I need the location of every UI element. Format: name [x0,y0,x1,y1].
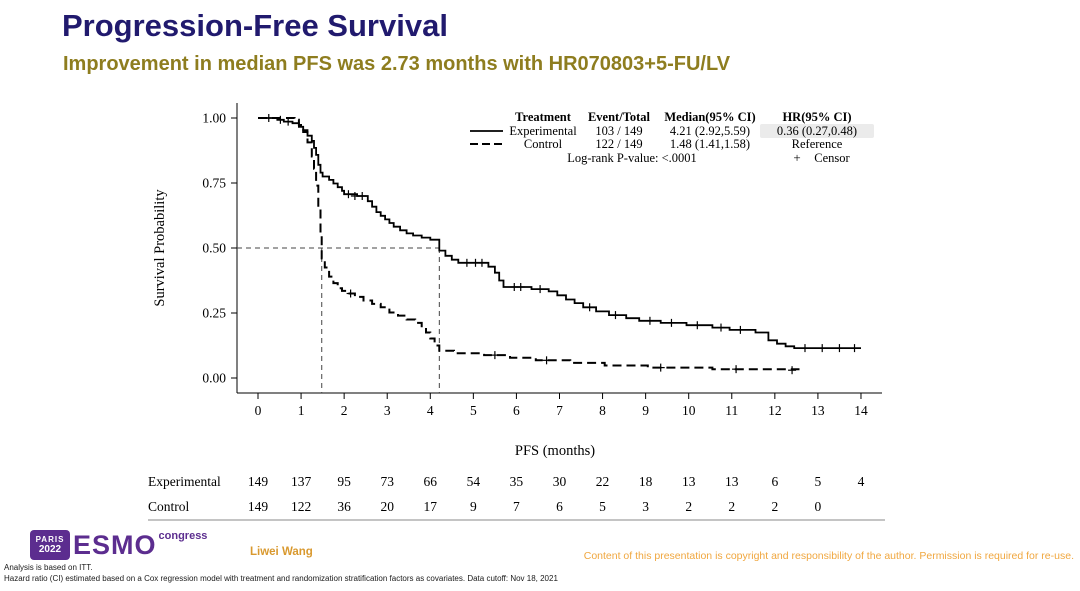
svg-text:73: 73 [380,474,394,489]
svg-text:Reference: Reference [792,137,843,151]
svg-text:13: 13 [725,474,739,489]
svg-text:0: 0 [815,499,822,514]
number-at-risk-table: Experimental 149 137 95 73 66 54 35 30 22 18 13 13 6 5… [148,474,885,521]
km-curves [258,114,861,375]
svg-text:66: 66 [424,474,438,489]
svg-text:6: 6 [513,403,520,418]
esmo-congress-logo: PARIS 2022 ESMO congress [30,530,207,560]
svg-text:9: 9 [470,499,477,514]
svg-text:0.50: 0.50 [202,241,226,256]
svg-text:Control: Control [524,137,563,151]
svg-text:14: 14 [854,403,868,418]
km-curve-control [258,117,800,371]
author-name: Liwei Wang [250,546,313,558]
svg-text:95: 95 [337,474,351,489]
svg-text:1.00: 1.00 [202,111,226,126]
svg-text:0.00: 0.00 [202,371,226,386]
svg-text:149: 149 [248,499,269,514]
svg-text:HR(95% CI): HR(95% CI) [782,110,851,124]
svg-text:4: 4 [427,403,434,418]
svg-text:4: 4 [858,474,865,489]
svg-text:5: 5 [599,499,606,514]
svg-text:0.75: 0.75 [202,176,226,191]
median-reference-lines [237,247,440,393]
svg-text:0.36 (0.27,0.48): 0.36 (0.27,0.48) [777,124,857,138]
svg-text:Event/Total: Event/Total [588,110,651,124]
svg-text:54: 54 [467,474,481,489]
svg-text:137: 137 [291,474,312,489]
svg-text:8: 8 [599,403,606,418]
slide-subtitle: Improvement in median PFS was 2.73 month… [63,53,731,75]
svg-text:2: 2 [341,403,348,418]
svg-text:18: 18 [639,474,653,489]
copyright-text: Content of this presentation is copyrigh… [583,550,1074,562]
svg-text:6: 6 [556,499,563,514]
paris-2022-badge: PARIS 2022 [30,530,70,560]
axes: 0.000.250.500.751.000 1 2 3 4 5 6 7 8 9 10 11 12 13 14… [152,103,882,459]
km-survival-chart: 0.000.250.500.751.000 1 2 3 4 5 6 7 8 9 10 11 12 13 14… [148,103,885,521]
svg-text:1.48 (1.41,1.58): 1.48 (1.41,1.58) [670,137,750,151]
svg-text:30: 30 [553,474,567,489]
svg-text:Log-rank P-value: <.0001: Log-rank P-value: <.0001 [567,151,697,165]
svg-text:0: 0 [255,403,262,418]
svg-text:13: 13 [811,403,825,418]
svg-text:3: 3 [642,499,649,514]
svg-text:17: 17 [424,499,438,514]
svg-text:149: 149 [248,474,269,489]
svg-text:5: 5 [815,474,822,489]
svg-text:5: 5 [470,403,477,418]
svg-text:22: 22 [596,474,610,489]
svg-text:7: 7 [513,499,520,514]
svg-text:0.25: 0.25 [202,306,226,321]
svg-text:Experimental: Experimental [148,474,221,489]
y-axis-label: Survival Probability [152,189,168,307]
svg-text:122: 122 [291,499,311,514]
logo-paris-text: PARIS [35,535,65,544]
svg-text:2: 2 [771,499,778,514]
svg-text:20: 20 [380,499,394,514]
svg-text:36: 36 [337,499,351,514]
svg-text:35: 35 [510,474,524,489]
slide-title: Progression-Free Survival [62,8,448,43]
svg-text:2: 2 [685,499,692,514]
svg-text:103 / 149: 103 / 149 [595,124,642,138]
svg-text:9: 9 [642,403,649,418]
svg-text:3: 3 [384,403,391,418]
svg-text:4.21 (2.92,5.59): 4.21 (2.92,5.59) [670,124,750,138]
logo-congress-text: congress [158,530,208,542]
logo-esmo-text: ESMO [73,530,157,560]
svg-text:12: 12 [768,403,782,418]
svg-text:10: 10 [682,403,696,418]
svg-text:6: 6 [771,474,778,489]
footnote-hazard-ratio: Hazard ratio (CI) estimated based on a C… [4,574,558,583]
svg-text:Treatment: Treatment [515,110,572,124]
svg-text:13: 13 [682,474,696,489]
svg-text:1: 1 [298,403,305,418]
svg-text:2: 2 [728,499,735,514]
svg-text:Median(95% CI): Median(95% CI) [664,110,755,124]
logo-year-text: 2022 [38,544,62,555]
x-axis-label: PFS (months) [515,443,595,459]
svg-text:122 / 149: 122 / 149 [595,137,642,151]
svg-text:Censor: Censor [814,151,850,165]
svg-text:11: 11 [725,403,738,418]
svg-text:+: + [793,150,800,165]
svg-text:7: 7 [556,403,563,418]
svg-text:Control: Control [148,499,190,514]
svg-text:Experimental: Experimental [509,124,577,138]
footnote-itt: Analysis is based on ITT. [4,563,93,572]
legend-table: Treatment Event/Total Median(95% CI) HR(95%… [470,110,874,165]
km-curve-experimental [258,117,861,349]
